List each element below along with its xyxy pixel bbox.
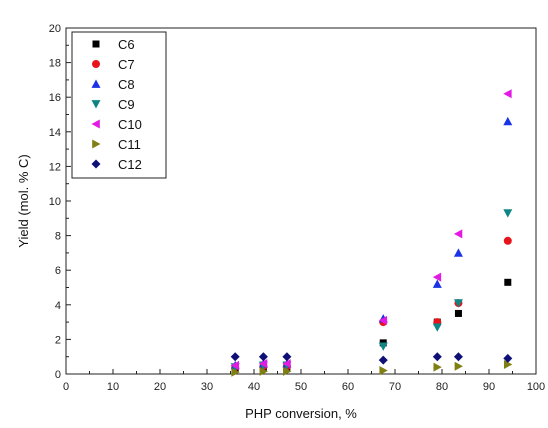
axis-ticks bbox=[65, 27, 537, 375]
data-point-c11 bbox=[503, 359, 513, 369]
legend-item-c12: C12 bbox=[91, 157, 142, 172]
x-tick-label: 60 bbox=[342, 381, 354, 393]
legend: C6 C7 C8 C9 C10 C11 C12 bbox=[71, 31, 167, 179]
x-tick-label: 90 bbox=[483, 381, 495, 393]
legend-item-c6: C6 bbox=[92, 37, 135, 52]
data-point-c6 bbox=[454, 309, 462, 317]
legend-label: C10 bbox=[118, 117, 142, 132]
y-axis-title: Yield (mol. % C) bbox=[16, 154, 31, 247]
legend-marker-c7 bbox=[92, 60, 100, 68]
y-tick-label: 10 bbox=[49, 196, 61, 208]
data-point-c10 bbox=[282, 359, 291, 369]
y-tick-label: 20 bbox=[49, 23, 61, 35]
y-tick-label: 8 bbox=[55, 231, 61, 243]
x-tick-label: 50 bbox=[295, 381, 307, 393]
series-c12 bbox=[230, 352, 513, 365]
data-point-c11 bbox=[379, 366, 388, 376]
x-tick-label: 100 bbox=[527, 381, 545, 393]
data-point-c10 bbox=[230, 360, 240, 370]
legend-item-c9: C9 bbox=[91, 97, 135, 112]
data-point-c12 bbox=[282, 352, 292, 362]
legend-marker-c10 bbox=[91, 119, 100, 129]
data-point-c10 bbox=[432, 272, 442, 282]
legend-label: C6 bbox=[118, 37, 135, 52]
y-tick-label: 0 bbox=[55, 369, 61, 381]
data-point-c12 bbox=[503, 353, 513, 363]
x-axis-title: PHP conversion, % bbox=[245, 406, 357, 421]
y-tick-label: 2 bbox=[55, 334, 61, 346]
y-tick-label: 18 bbox=[49, 58, 61, 70]
data-point-c10 bbox=[378, 315, 388, 325]
series-c7 bbox=[231, 236, 512, 372]
data-point-c10 bbox=[503, 89, 512, 99]
series-c8 bbox=[230, 116, 513, 370]
y-tick-label: 16 bbox=[49, 92, 61, 104]
y-tick-label: 6 bbox=[55, 265, 61, 277]
x-tick-label: 0 bbox=[63, 381, 69, 393]
data-point-c9 bbox=[378, 342, 388, 351]
data-point-c6 bbox=[504, 278, 512, 286]
series-c11 bbox=[231, 359, 513, 377]
legend-label: C9 bbox=[118, 97, 135, 112]
legend-item-c10: C10 bbox=[91, 117, 142, 132]
data-points bbox=[230, 89, 513, 377]
legend-marker-c8 bbox=[91, 79, 101, 88]
legend-marker-c6 bbox=[92, 40, 100, 48]
y-tick-label: 12 bbox=[49, 161, 61, 173]
data-point-c10 bbox=[258, 359, 268, 369]
legend-label: C8 bbox=[118, 77, 135, 92]
data-point-c11 bbox=[283, 366, 292, 376]
data-point-c10 bbox=[453, 229, 463, 239]
axis-tick-labels: 0 10 20 30 40 50 60 70 80 90 100 0 2 4 6 8 10 12 14 16 18 20 bbox=[49, 23, 545, 393]
legend-marker-c11 bbox=[92, 139, 101, 149]
data-point-c8 bbox=[453, 248, 463, 257]
data-point-c12 bbox=[432, 352, 442, 362]
data-point-c9 bbox=[453, 299, 463, 308]
data-point-c11 bbox=[259, 366, 268, 376]
x-tick-label: 40 bbox=[248, 381, 260, 393]
x-tick-label: 70 bbox=[389, 381, 401, 393]
data-point-c8 bbox=[503, 116, 513, 126]
data-point-c12 bbox=[230, 352, 240, 362]
data-point-c11 bbox=[231, 367, 240, 377]
legend-label: C11 bbox=[118, 137, 141, 152]
data-point-c8 bbox=[432, 279, 442, 288]
x-tick-label: 10 bbox=[107, 381, 119, 393]
data-point-c12 bbox=[378, 355, 388, 365]
legend-marker-c9 bbox=[91, 100, 101, 109]
series-c9 bbox=[230, 209, 513, 372]
legend-item-c7: C7 bbox=[92, 57, 135, 72]
x-tick-label: 80 bbox=[436, 381, 448, 393]
legend-item-c11: C11 bbox=[92, 137, 141, 152]
data-point-c12 bbox=[453, 352, 463, 362]
series-c10 bbox=[230, 89, 512, 370]
y-tick-label: 4 bbox=[55, 300, 61, 312]
x-tick-label: 20 bbox=[154, 381, 166, 393]
data-point-c11 bbox=[433, 362, 442, 372]
legend-box bbox=[71, 31, 167, 179]
data-point-c12 bbox=[258, 352, 268, 362]
data-point-c11 bbox=[454, 361, 463, 371]
y-tick-label: 14 bbox=[49, 127, 61, 139]
legend-label: C12 bbox=[118, 157, 142, 172]
data-point-c9 bbox=[503, 209, 513, 218]
legend-item-c8: C8 bbox=[91, 77, 135, 92]
legend-label: C7 bbox=[118, 57, 135, 72]
data-point-c7 bbox=[503, 236, 512, 245]
data-point-c9 bbox=[432, 323, 442, 332]
series-c6 bbox=[231, 278, 512, 372]
x-tick-label: 30 bbox=[201, 381, 213, 393]
legend-marker-c12 bbox=[91, 159, 101, 169]
